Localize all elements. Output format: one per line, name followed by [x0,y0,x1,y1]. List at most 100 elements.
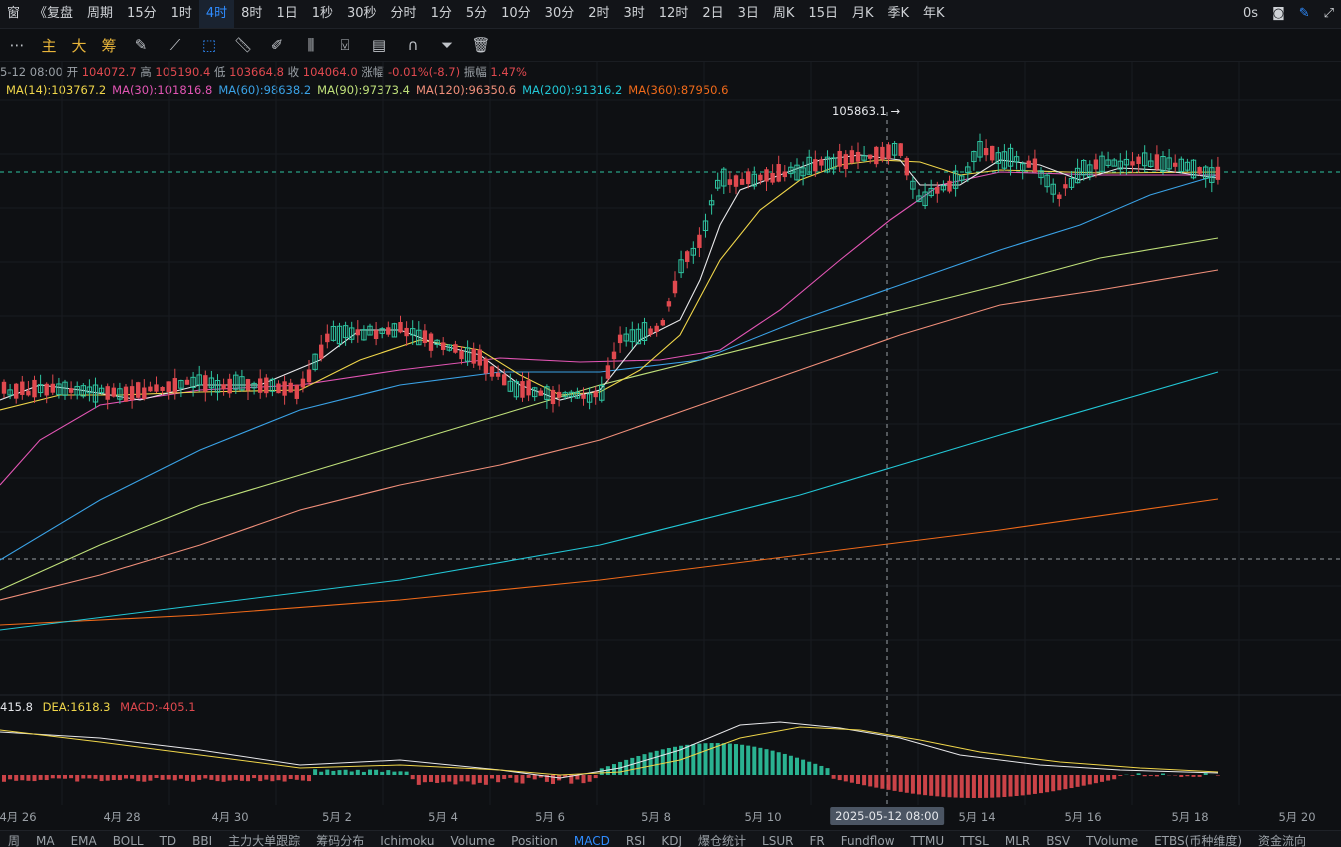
candle-body [819,159,823,165]
macd-bar [826,768,830,775]
candle-body [539,390,543,395]
macd-bar [264,775,268,780]
macd-bar [624,760,628,775]
macd-bar [386,770,390,775]
indicator-tab[interactable]: TVolume [1078,831,1146,847]
candle-body [1063,184,1067,188]
candle-body [947,181,951,192]
candle-body [770,173,774,183]
candle-body [990,146,994,161]
candle-body [813,159,817,171]
indicator-tab[interactable]: EMA [63,831,105,847]
macd-bar [423,775,427,782]
macd-bar [405,772,409,775]
indicator-tab[interactable]: TTMU [903,831,953,847]
macd-bar [905,775,909,793]
candle-body [783,171,787,177]
candle-body [20,382,24,395]
macd-bar [161,775,165,780]
macd-bar [868,775,872,786]
candle-body [160,387,164,391]
macd-bar [954,775,958,798]
macd-bar [380,772,384,775]
indicator-tab[interactable]: RSI [618,831,654,847]
macd-bar [765,749,769,775]
macd-bar [429,775,433,782]
candle-body [319,345,323,359]
macd-bar [283,775,287,782]
candle-body [112,388,116,397]
macd-bar [1015,775,1019,796]
macd-bar [819,766,823,775]
macd-bar [1002,775,1006,797]
indicator-tab[interactable]: Fundflow [833,831,903,847]
macd-bar [722,743,726,775]
indicator-tab[interactable]: TD [152,831,185,847]
macd-bar [1063,775,1067,789]
indicator-tab[interactable]: Ichimoku [372,831,442,847]
indicator-tab[interactable]: MA [28,831,63,847]
indicator-tab[interactable]: Volume [443,831,504,847]
indicator-tab[interactable]: 爆仓统计 [690,831,754,847]
macd-bar [1033,775,1037,794]
macd-bar [716,743,720,775]
indicator-tab[interactable]: 资金流向 [1250,831,1314,847]
indicator-tab[interactable]: BBI [184,831,220,847]
indicator-tab[interactable]: LSUR [754,831,801,847]
candle-body [777,164,781,182]
indicator-tab[interactable]: TTSL [952,831,997,847]
macd-bar [14,775,18,781]
macd-bar [374,770,378,775]
indicator-tab[interactable]: MLR [997,831,1038,847]
candle-body [221,384,225,389]
indicator-tab[interactable]: ETBS(币种维度) [1146,831,1250,847]
candle-body [289,383,293,393]
macd-bar [325,770,329,775]
indicator-tab[interactable]: BSV [1038,831,1078,847]
macd-bar [941,775,945,797]
macd-bar [899,775,903,792]
macd-bar [728,744,732,775]
candle-body [520,381,524,398]
macd-bar [185,775,189,781]
indicator-tab[interactable]: 主力大单跟踪 [220,831,308,847]
indicator-tab[interactable]: BOLL [105,831,152,847]
candle-body [264,378,268,394]
indicator-tab[interactable]: Position [503,831,566,847]
macd-bar [1131,775,1135,776]
candle-body [612,352,616,359]
macd-bar [1039,775,1043,793]
macd-bar [990,775,994,798]
macd-bar [222,775,226,782]
dif-line [0,722,1218,778]
candle-body [746,171,750,184]
candle-body [148,387,152,392]
macd-bar [996,775,1000,797]
macd-bar [148,775,152,781]
macd-bar [478,775,482,783]
candle-body [1094,159,1098,169]
macd-bar [948,775,952,797]
candle-body [246,379,250,390]
indicator-tab[interactable]: KDJ [653,831,690,847]
candle-body [203,375,207,392]
macd-bar [1094,775,1098,783]
indicator-tab[interactable]: MACD [566,831,618,847]
macd-bar [33,775,37,781]
macd-bar [844,775,848,781]
macd-bar [643,754,647,775]
candle-body [185,380,189,385]
macd-bar [1082,775,1086,786]
macd-bar [124,775,128,779]
candle-body [282,381,286,395]
macd-bar [100,775,104,781]
indicator-tab[interactable]: 筹码分布 [308,831,372,847]
dea-value: DEA:1618.3 [43,700,111,714]
candle-body [838,151,842,167]
indicator-tab[interactable]: FR [801,831,832,847]
indicator-tab[interactable]: 周 [0,831,28,847]
macd-bar [655,751,659,775]
macd-bar [26,775,30,781]
